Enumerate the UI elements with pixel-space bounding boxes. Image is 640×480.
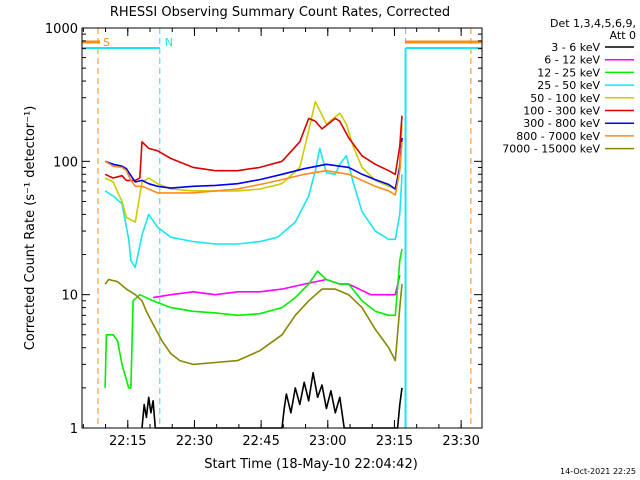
series-line-6 [104,137,403,190]
x-tick-label: 22:30 [176,434,213,449]
series-line-8 [104,278,403,366]
x-axis-label: Start Time (18-May-10 22:04:42) [204,457,418,472]
y-axis: 1 10 100 1000 [45,22,482,437]
legend-label: 800 - 7000 keV [516,130,600,143]
chart-title: RHESSI Observing Summary Count Rates, Co… [110,5,450,20]
y-tick-label: 1 [70,422,78,437]
series-line-1 [152,275,401,299]
x-axis: 22:15 22:30 22:45 23:00 23:15 23:30 [82,28,480,449]
y-axis-label: Corrected Count Rate (s⁻¹ detector⁻¹) [23,106,38,351]
footer-date: 14-Oct-2021 22:25 [560,467,636,476]
marker-label: N [165,36,173,49]
x-tick-label: 23:00 [309,434,346,449]
legend-label: 7000 - 15000 keV [502,143,600,156]
detector-info-line-2: Att 0 [610,29,636,42]
legend-label: 12 - 25 keV [537,66,600,79]
y-tick-label: 1000 [45,22,78,37]
legend-label: 3 - 6 keV [551,41,600,54]
x-tick-label: 22:15 [109,434,146,449]
series-line-7 [104,141,403,196]
series-line-4 [104,100,403,223]
series-line-5 [104,115,403,182]
x-tick-label: 23:30 [442,434,479,449]
series-line-3 [104,147,403,269]
series-line-0 [141,371,403,429]
marker-label: S [103,36,110,49]
y-tick-label: 10 [61,289,78,304]
legend-label: 6 - 12 keV [544,54,600,67]
plot-frame [81,27,483,429]
series-lines [104,100,403,429]
legend-label: 25 - 50 keV [537,79,600,92]
legend-label: 300 - 800 keV [523,117,600,130]
detector-info-line-1: Det 1,3,4,5,6,9, [550,17,636,30]
series-line-2 [104,248,403,389]
x-tick-label: 22:45 [242,434,279,449]
legend-label: 50 - 100 keV [530,92,600,105]
y-tick-label: 100 [53,155,78,170]
legend-label: 100 - 300 keV [523,105,600,118]
x-tick-label: 23:15 [376,434,413,449]
